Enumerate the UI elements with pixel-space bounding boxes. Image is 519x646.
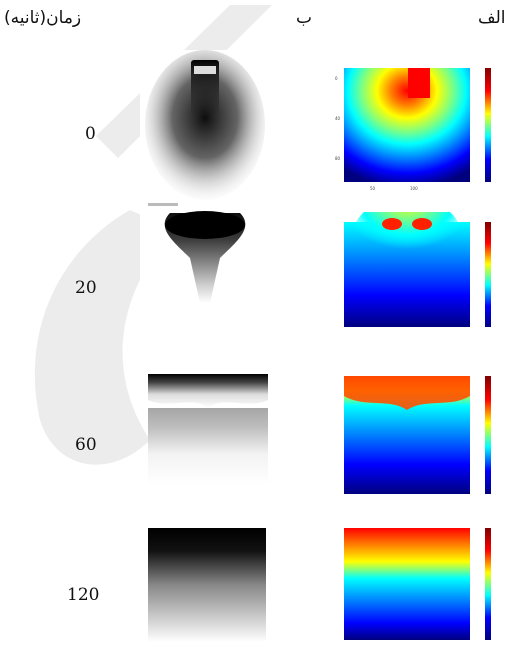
time-column-header: زمان(ثانیه) [4,8,82,28]
time-label-120: 120 [67,585,100,605]
color-temperature-map-0: 0 40 80 50 100 [335,68,491,191]
time-label-60: 60 [75,435,97,455]
color-temperature-map-120 [344,528,491,640]
column-b-header: ب [296,8,313,28]
color-temperature-map-20 [344,212,491,327]
time-label-0: 0 [85,124,96,144]
color-temperature-map-60 [344,376,491,494]
time-label-20: 20 [75,278,97,298]
svg-text:100: 100 [410,186,418,191]
svg-text:40: 40 [335,116,341,121]
grayscale-temperature-map-20 [140,203,270,308]
grayscale-temperature-map-0 [140,50,270,200]
svg-text:0: 0 [335,76,338,81]
svg-text:50: 50 [370,186,376,191]
grayscale-temperature-map-60 [148,370,268,485]
grayscale-temperature-map-120 [148,528,266,642]
column-alef-header: الف [478,8,506,28]
svg-text:80: 80 [335,156,341,161]
